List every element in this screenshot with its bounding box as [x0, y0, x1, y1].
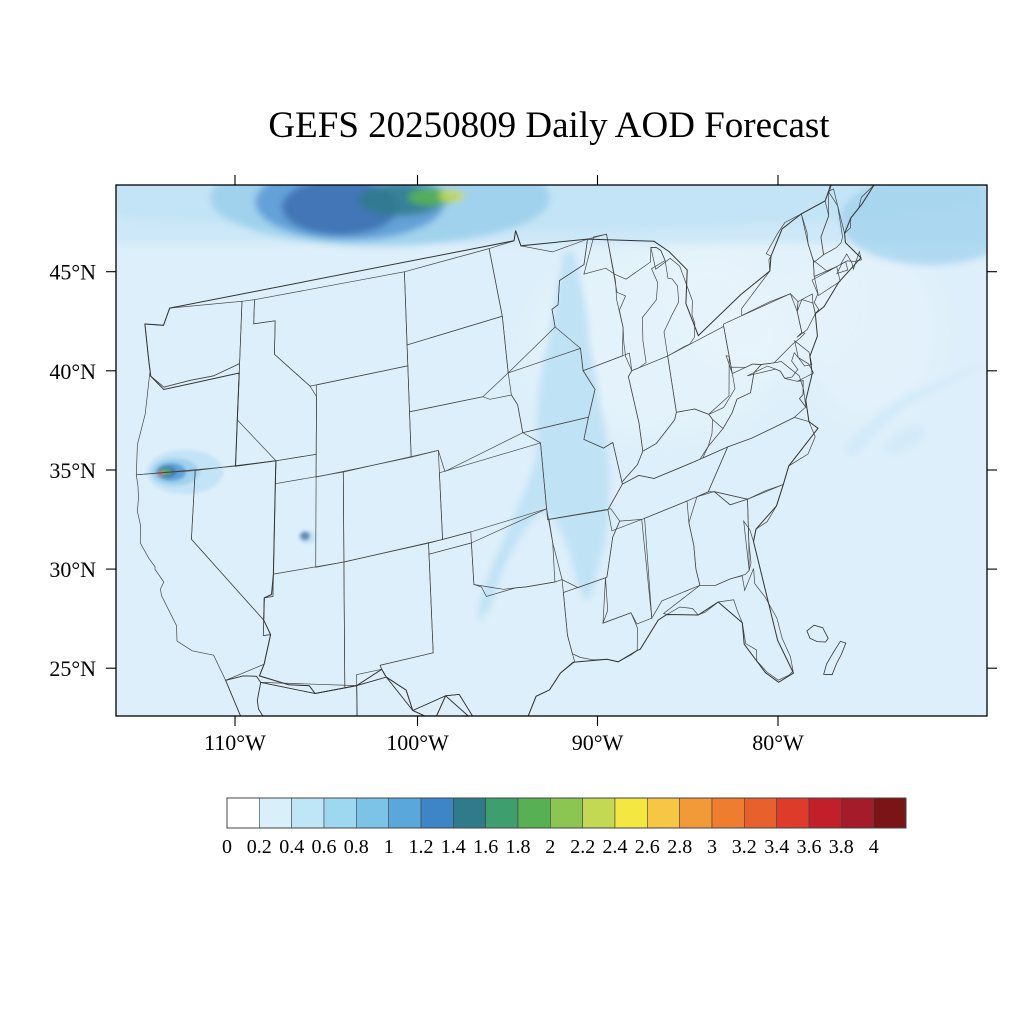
svg-text:0.4: 0.4	[279, 836, 304, 858]
svg-text:80°W: 80°W	[752, 730, 804, 755]
svg-text:3: 3	[707, 836, 717, 858]
svg-text:2: 2	[545, 836, 555, 858]
svg-text:4: 4	[869, 836, 879, 858]
svg-text:30°N: 30°N	[49, 557, 96, 582]
svg-text:1: 1	[384, 836, 394, 858]
svg-text:45°N: 45°N	[49, 260, 96, 285]
svg-text:3.6: 3.6	[797, 836, 822, 858]
svg-text:110°W: 110°W	[204, 730, 266, 755]
svg-text:25°N: 25°N	[49, 656, 96, 681]
svg-text:3.8: 3.8	[829, 836, 854, 858]
svg-text:2.8: 2.8	[667, 836, 692, 858]
svg-text:0.2: 0.2	[247, 836, 272, 858]
svg-text:1.4: 1.4	[441, 836, 466, 858]
svg-text:3.2: 3.2	[732, 836, 757, 858]
svg-text:35°N: 35°N	[49, 458, 96, 483]
svg-text:2.4: 2.4	[603, 836, 628, 858]
svg-text:1.8: 1.8	[506, 836, 531, 858]
svg-text:2.2: 2.2	[570, 836, 595, 858]
svg-text:1.6: 1.6	[473, 836, 498, 858]
svg-text:90°W: 90°W	[572, 730, 624, 755]
svg-text:1.2: 1.2	[409, 836, 434, 858]
svg-text:0: 0	[222, 836, 232, 858]
svg-text:3.4: 3.4	[764, 836, 789, 858]
svg-text:0.8: 0.8	[344, 836, 369, 858]
svg-text:100°W: 100°W	[386, 730, 449, 755]
svg-text:GEFS 20250809 Daily AOD Foreca: GEFS 20250809 Daily AOD Forecast	[268, 105, 830, 146]
svg-text:40°N: 40°N	[49, 359, 96, 384]
svg-text:2.6: 2.6	[635, 836, 660, 858]
svg-text:0.6: 0.6	[312, 836, 337, 858]
